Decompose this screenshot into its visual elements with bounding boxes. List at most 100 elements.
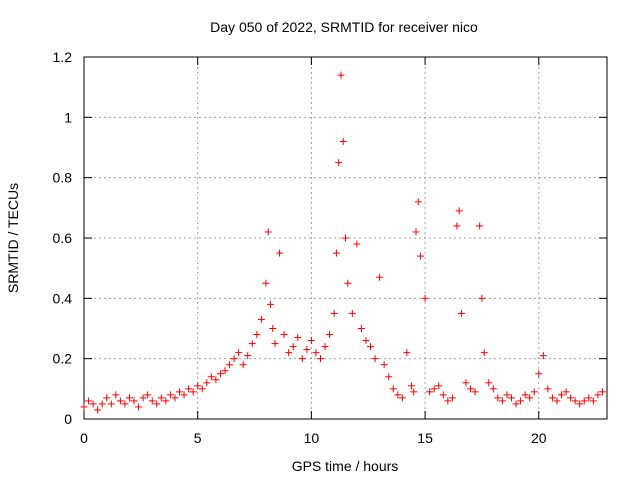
data-point (116, 397, 124, 405)
data-point (121, 400, 129, 408)
data-point (339, 137, 347, 145)
data-point (216, 370, 224, 378)
data-point (248, 340, 256, 348)
data-point (435, 382, 443, 390)
data-point (439, 391, 447, 399)
data-point (448, 394, 456, 402)
data-point (385, 373, 393, 381)
data-point (280, 331, 288, 339)
data-point (80, 403, 88, 411)
data-point (567, 394, 575, 402)
data-point (207, 373, 215, 381)
data-point (98, 400, 106, 408)
data-point (417, 252, 425, 260)
data-point (189, 388, 197, 396)
y-tick-label: 0 (64, 411, 72, 427)
data-point (553, 397, 561, 405)
data-point (598, 388, 606, 396)
x-tick-label: 0 (80, 430, 88, 446)
data-point (326, 331, 334, 339)
data-point (266, 300, 274, 308)
data-point (294, 334, 302, 342)
data-point (462, 379, 470, 387)
data-point (471, 388, 479, 396)
data-point (455, 207, 463, 215)
data-point (353, 240, 361, 248)
data-point (517, 397, 525, 405)
data-point (307, 337, 315, 345)
data-point (485, 379, 493, 387)
data-point (107, 400, 115, 408)
data-point (357, 325, 365, 332)
data-point (562, 388, 570, 396)
data-point (176, 388, 184, 396)
data-point (389, 385, 397, 393)
data-point (166, 391, 174, 399)
data-point (230, 355, 238, 363)
data-point (467, 385, 475, 393)
data-point (535, 370, 543, 378)
data-point (298, 355, 306, 363)
data-point (362, 337, 370, 345)
data-point (348, 309, 356, 317)
chart-title: Day 050 of 2022, SRMTID for receiver nic… (210, 19, 478, 35)
data-point (503, 391, 511, 399)
data-point (276, 249, 284, 257)
data-point (380, 361, 388, 369)
data-point (332, 249, 340, 257)
data-point (271, 340, 279, 348)
data-point (558, 391, 566, 399)
data-point (337, 71, 345, 79)
data-point (521, 391, 529, 399)
data-point (235, 349, 243, 357)
y-tick-label: 0.8 (53, 170, 73, 186)
data-point (321, 343, 329, 351)
data-point (576, 400, 584, 408)
data-point (476, 222, 484, 230)
data-point (139, 394, 147, 402)
data-point (580, 397, 588, 405)
x-tick-label: 15 (417, 430, 433, 446)
data-point (94, 406, 102, 414)
data-point (171, 394, 179, 402)
data-point (594, 391, 602, 399)
data-point (303, 346, 311, 354)
data-point (585, 394, 593, 402)
data-point (125, 394, 133, 402)
data-point (444, 397, 452, 405)
data-point (148, 397, 156, 405)
x-tick-label: 10 (304, 430, 320, 446)
data-point (185, 385, 193, 393)
data-point (403, 349, 411, 357)
data-point (589, 397, 597, 405)
data-point (480, 349, 488, 357)
data-point (203, 379, 211, 387)
x-tick-label: 20 (531, 430, 547, 446)
data-point (221, 367, 229, 375)
x-tick-labels: 0 5 10 15 20 (80, 430, 547, 446)
data-point (289, 343, 297, 351)
y-tick-labels: 0 0.2 0.4 0.6 0.8 1 1.2 (53, 49, 73, 427)
axis-ticks (83, 56, 607, 420)
data-point (512, 400, 520, 408)
data-point (498, 397, 506, 405)
data-point (312, 349, 320, 357)
data-points (80, 71, 606, 414)
data-point (539, 352, 547, 360)
data-point (153, 400, 161, 408)
y-axis-label: SRMTID / TECUs (5, 183, 21, 293)
data-point (489, 385, 497, 393)
y-tick-label: 0.4 (53, 290, 73, 306)
data-point (257, 315, 265, 323)
data-point (453, 222, 461, 230)
data-point (407, 382, 415, 390)
data-point (198, 385, 206, 393)
data-point (112, 391, 120, 399)
x-tick-label: 5 (194, 430, 202, 446)
data-point (507, 394, 515, 402)
data-point (285, 349, 293, 357)
data-point (421, 294, 429, 302)
data-point (494, 394, 502, 402)
data-point (426, 388, 434, 396)
